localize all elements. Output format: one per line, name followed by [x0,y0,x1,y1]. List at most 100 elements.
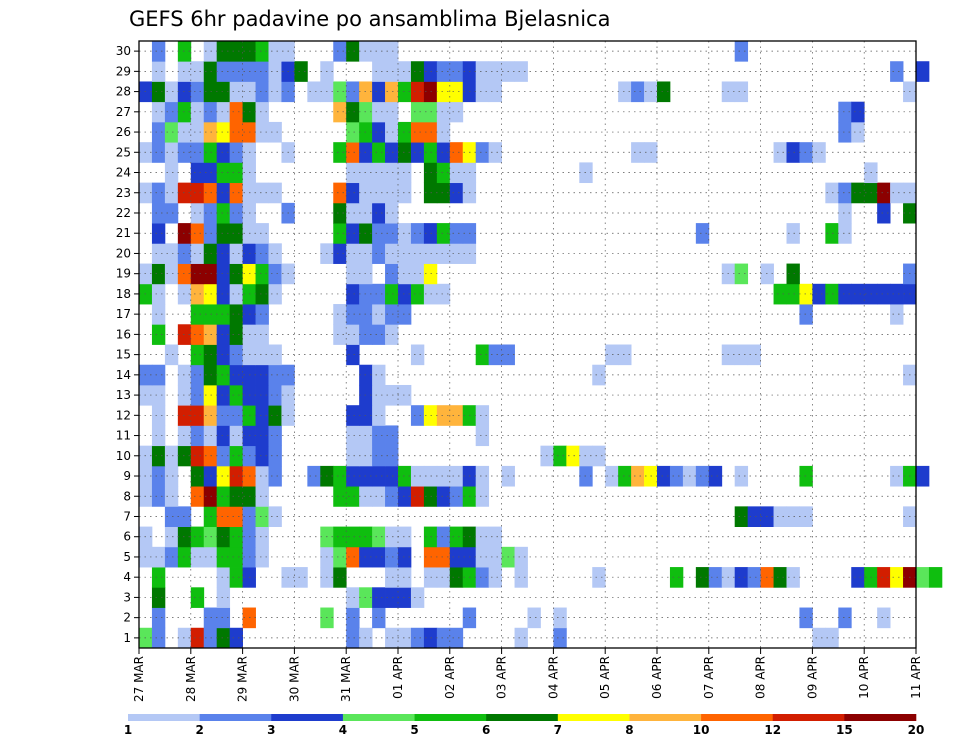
heatmap-cell [372,101,386,123]
heatmap-cell [890,182,904,204]
heatmap-cell [255,41,269,62]
heatmap-cell [398,121,412,143]
heatmap-cell [514,627,528,649]
heatmap-cell [255,81,269,103]
heatmap-cell [255,344,269,366]
heatmap-cell [385,445,399,467]
heatmap-cell [164,263,179,285]
heatmap-cell [890,304,904,325]
cells-layer [139,41,943,649]
heatmap-cell [268,506,282,527]
heatmap-cell [203,526,218,548]
chart-title: GEFS 6hr padavine po ansamblima Bjelasni… [129,7,610,31]
heatmap-cell [372,364,386,386]
x-tick-label: 09 APR [805,656,819,699]
x-tick-label: 27 MAR [132,656,146,702]
heatmap-cell [177,41,192,62]
legend-label: 20 [908,723,925,737]
heatmap-cell [229,384,243,406]
legend-label: 12 [764,723,781,737]
heatmap-cell [203,81,218,103]
heatmap-cell [385,101,399,123]
y-tick-label: 24 [116,166,131,180]
heatmap-cell [255,546,269,568]
y-tick-label: 1 [123,631,131,645]
heatmap-cell [928,567,943,588]
heatmap-cell [410,81,425,103]
heatmap-cell [203,405,218,426]
heatmap-cell [151,61,166,82]
heatmap-cell [190,101,205,123]
heatmap-cell [177,627,192,649]
heatmap-cell [618,465,632,487]
heatmap-cell [190,344,205,366]
heatmap-cell [268,364,282,386]
heatmap-cell [812,142,826,163]
heatmap-cell [190,202,205,224]
x-tick-label: 08 APR [754,656,768,699]
heatmap-cell [203,223,218,244]
heatmap-cell [229,41,243,62]
heatmap-cell [333,101,347,123]
heatmap-cell [203,344,218,366]
heatmap-cell [346,304,360,325]
heatmap-cell [333,223,347,244]
heatmap-cell [488,81,502,103]
y-tick-label: 13 [116,388,131,402]
heatmap-cell [398,223,412,244]
heatmap-cell [410,627,425,649]
heatmap-cell [203,364,218,386]
heatmap-cell [203,263,218,285]
heatmap-cell [346,324,360,345]
heatmap-cell [151,202,166,224]
x-tick-label: 02 APR [443,656,457,699]
heatmap-cell [216,364,231,386]
heatmap-cell [203,486,218,507]
heatmap-cell [773,567,787,588]
legend-swatch [844,714,917,721]
heatmap-cell [385,627,399,649]
heatmap-cell [216,243,231,264]
heatmap-cell [410,263,425,285]
heatmap-cell [164,344,179,366]
heatmap-cell [398,587,412,608]
heatmap-cell [488,567,502,588]
heatmap-cell [203,445,218,467]
heatmap-cell [190,405,205,426]
heatmap-cell [255,61,269,82]
heatmap-cell [151,101,166,123]
heatmap-cell [799,607,813,629]
legend-swatch [271,714,344,721]
heatmap-cell [475,425,490,447]
heatmap-cell [216,587,231,608]
heatmap-cell [333,526,347,548]
heatmap-cell [216,506,231,527]
heatmap-cell [449,142,464,163]
heatmap-cell [398,142,412,163]
heatmap-cell [255,364,269,386]
y-tick-label: 12 [116,408,131,422]
heatmap-cell [164,506,179,527]
heatmap-cell [385,142,399,163]
heatmap-cell [190,486,205,507]
heatmap-cell [410,344,425,366]
heatmap-cell [190,121,205,143]
heatmap-cell [268,425,282,447]
heatmap-cell [436,61,451,82]
legend-label: 3 [267,723,275,737]
heatmap-cell [475,486,490,507]
y-tick-label: 3 [123,590,131,604]
heatmap-cell [372,202,386,224]
heatmap-cell [229,142,243,163]
heatmap-cell [372,607,386,629]
heatmap-cell [851,182,865,204]
heatmap-cell [151,263,166,285]
heatmap-cell [346,546,360,568]
heatmap-cell [333,567,347,588]
heatmap-cell [346,182,360,204]
heatmap-cell [410,486,425,507]
heatmap-cell [592,445,606,467]
heatmap-cell [385,425,399,447]
heatmap-cell [216,546,231,568]
